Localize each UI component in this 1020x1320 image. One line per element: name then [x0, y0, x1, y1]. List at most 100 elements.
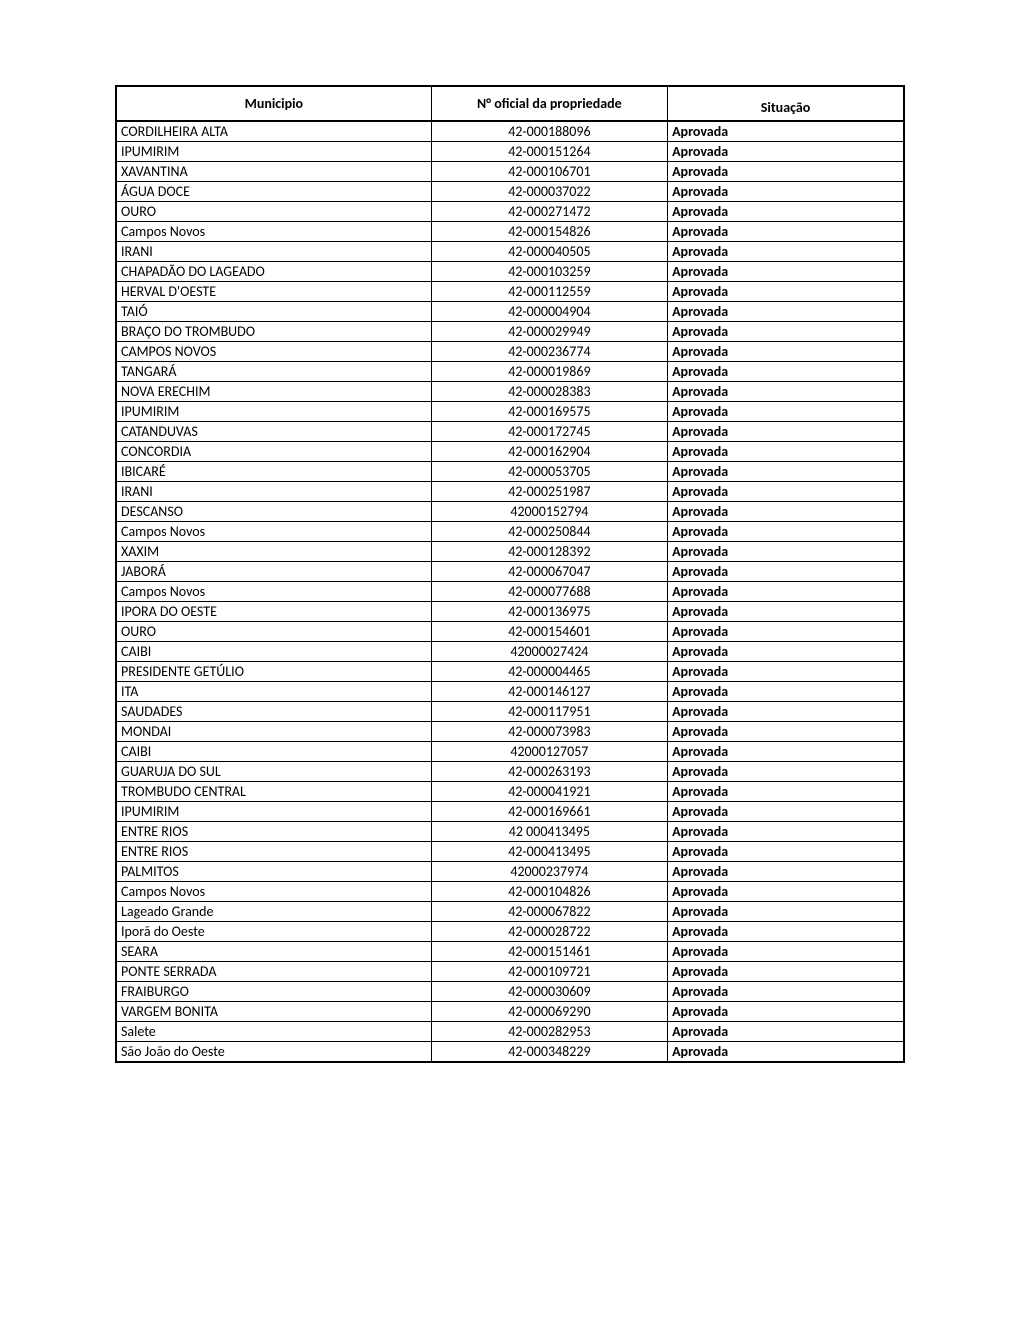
table-row: HERVAL D'OESTE42-000112559Aprovada	[116, 282, 904, 302]
cell-numero: 42-000169575	[431, 402, 667, 422]
cell-situacao: Aprovada	[668, 522, 904, 542]
table-row: ÁGUA DOCE42-000037022Aprovada	[116, 182, 904, 202]
table-row: IRANI42-000040505Aprovada	[116, 242, 904, 262]
cell-numero: 42-000146127	[431, 682, 667, 702]
cell-situacao: Aprovada	[668, 342, 904, 362]
table-row: Campos Novos42-000104826Aprovada	[116, 882, 904, 902]
cell-situacao: Aprovada	[668, 442, 904, 462]
propriedade-table: Municipio N° oficial da propriedade Situ…	[115, 85, 905, 1063]
cell-numero: 42-000040505	[431, 242, 667, 262]
cell-situacao: Aprovada	[668, 602, 904, 622]
header-municipio: Municipio	[116, 86, 431, 121]
cell-situacao: Aprovada	[668, 322, 904, 342]
cell-municipio: FRAIBURGO	[116, 982, 431, 1002]
table-row: IPUMIRIM42-000169661Aprovada	[116, 802, 904, 822]
cell-municipio: OURO	[116, 202, 431, 222]
table-row: Campos Novos42-000250844Aprovada	[116, 522, 904, 542]
cell-numero: 42-000037022	[431, 182, 667, 202]
cell-numero: 42-000030609	[431, 982, 667, 1002]
cell-municipio: ÁGUA DOCE	[116, 182, 431, 202]
cell-municipio: NOVA ERECHIM	[116, 382, 431, 402]
cell-situacao: Aprovada	[668, 702, 904, 722]
cell-situacao: Aprovada	[668, 942, 904, 962]
cell-numero: 42-000019869	[431, 362, 667, 382]
cell-municipio: TAIÓ	[116, 302, 431, 322]
cell-municipio: Campos Novos	[116, 522, 431, 542]
table-row: OURO42-000271472Aprovada	[116, 202, 904, 222]
cell-situacao: Aprovada	[668, 262, 904, 282]
table-row: OURO42-000154601Aprovada	[116, 622, 904, 642]
table-row: VARGEM BONITA42-000069290Aprovada	[116, 1002, 904, 1022]
cell-municipio: IRANI	[116, 482, 431, 502]
cell-situacao: Aprovada	[668, 682, 904, 702]
cell-numero: 42-000348229	[431, 1042, 667, 1063]
cell-numero: 42-000069290	[431, 1002, 667, 1022]
table-row: NOVA ERECHIM42-000028383Aprovada	[116, 382, 904, 402]
cell-numero: 42-000172745	[431, 422, 667, 442]
cell-numero: 42-000041921	[431, 782, 667, 802]
cell-numero: 42-000151264	[431, 142, 667, 162]
cell-situacao: Aprovada	[668, 1002, 904, 1022]
cell-numero: 42000127057	[431, 742, 667, 762]
cell-numero: 42-000073983	[431, 722, 667, 742]
cell-municipio: CORDILHEIRA ALTA	[116, 121, 431, 142]
table-row: CHAPADÃO DO LAGEADO42-000103259Aprovada	[116, 262, 904, 282]
cell-numero: 42-000004904	[431, 302, 667, 322]
cell-numero: 42-000028722	[431, 922, 667, 942]
table-row: Salete42-000282953Aprovada	[116, 1022, 904, 1042]
cell-municipio: CAMPOS NOVOS	[116, 342, 431, 362]
cell-numero: 42-000162904	[431, 442, 667, 462]
cell-municipio: ENTRE RIOS	[116, 842, 431, 862]
cell-situacao: Aprovada	[668, 722, 904, 742]
cell-situacao: Aprovada	[668, 982, 904, 1002]
cell-numero: 42-000151461	[431, 942, 667, 962]
table-row: XAXIM42-000128392Aprovada	[116, 542, 904, 562]
table-row: GUARUJA DO SUL42-000263193Aprovada	[116, 762, 904, 782]
cell-municipio: JABORÁ	[116, 562, 431, 582]
cell-numero: 42-000188096	[431, 121, 667, 142]
cell-situacao: Aprovada	[668, 482, 904, 502]
cell-situacao: Aprovada	[668, 362, 904, 382]
cell-numero: 42-000103259	[431, 262, 667, 282]
table-row: ENTRE RIOS42-000413495Aprovada	[116, 842, 904, 862]
table-row: SEARA42-000151461Aprovada	[116, 942, 904, 962]
cell-municipio: CATANDUVAS	[116, 422, 431, 442]
cell-municipio: Campos Novos	[116, 222, 431, 242]
cell-situacao: Aprovada	[668, 662, 904, 682]
table-row: CORDILHEIRA ALTA42-000188096Aprovada	[116, 121, 904, 142]
table-row: IBICARÉ42-000053705Aprovada	[116, 462, 904, 482]
cell-numero: 42-000112559	[431, 282, 667, 302]
cell-situacao: Aprovada	[668, 1022, 904, 1042]
cell-numero: 42-000053705	[431, 462, 667, 482]
table-row: IPORA DO OESTE42-000136975Aprovada	[116, 602, 904, 622]
cell-numero: 42-000154826	[431, 222, 667, 242]
cell-situacao: Aprovada	[668, 242, 904, 262]
cell-numero: 42-000117951	[431, 702, 667, 722]
table-row: TROMBUDO CENTRAL42-000041921Aprovada	[116, 782, 904, 802]
cell-municipio: VARGEM BONITA	[116, 1002, 431, 1022]
cell-municipio: Iporã do Oeste	[116, 922, 431, 942]
cell-situacao: Aprovada	[668, 922, 904, 942]
cell-situacao: Aprovada	[668, 142, 904, 162]
cell-municipio: CHAPADÃO DO LAGEADO	[116, 262, 431, 282]
cell-situacao: Aprovada	[668, 121, 904, 142]
cell-municipio: SEARA	[116, 942, 431, 962]
cell-municipio: CAIBI	[116, 742, 431, 762]
cell-municipio: XAVANTINA	[116, 162, 431, 182]
table-row: Lageado Grande42-000067822Aprovada	[116, 902, 904, 922]
cell-municipio: Lageado Grande	[116, 902, 431, 922]
cell-municipio: SAUDADES	[116, 702, 431, 722]
cell-municipio: TROMBUDO CENTRAL	[116, 782, 431, 802]
table-row: IRANI42-000251987Aprovada	[116, 482, 904, 502]
cell-numero: 42-000109721	[431, 962, 667, 982]
cell-municipio: CONCORDIA	[116, 442, 431, 462]
header-situacao: Situação	[668, 86, 904, 121]
table-row: PONTE SERRADA42-000109721Aprovada	[116, 962, 904, 982]
cell-numero: 42-000251987	[431, 482, 667, 502]
cell-municipio: CAIBI	[116, 642, 431, 662]
table-header-row: Municipio N° oficial da propriedade Situ…	[116, 86, 904, 121]
cell-municipio: IPORA DO OESTE	[116, 602, 431, 622]
cell-numero: 42000027424	[431, 642, 667, 662]
cell-situacao: Aprovada	[668, 562, 904, 582]
cell-situacao: Aprovada	[668, 782, 904, 802]
